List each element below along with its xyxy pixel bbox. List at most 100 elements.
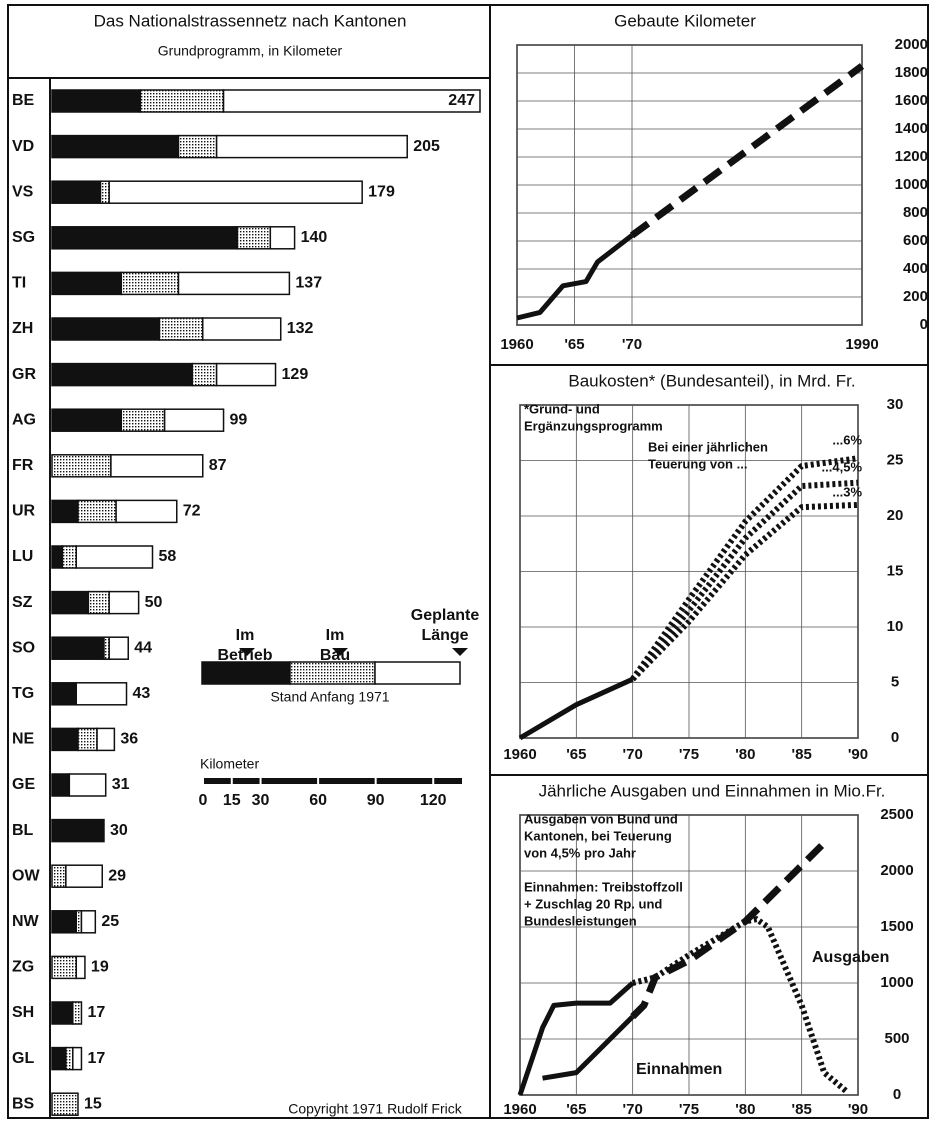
line-series (630, 501, 859, 682)
category-label: SH (12, 1004, 34, 1021)
x-tick-label: '85 (792, 746, 812, 763)
category-label: BS (12, 1095, 35, 1112)
data-label: 29 (108, 867, 126, 884)
bar-segment (77, 727, 98, 752)
category-label: SG (12, 229, 35, 246)
bar-segment (75, 910, 83, 934)
scale-tick-label: 120 (420, 792, 447, 809)
legend-label: Im Bau (320, 627, 350, 664)
bar-segment (51, 636, 105, 660)
data-label: 205 (413, 138, 440, 155)
data-label: 137 (295, 275, 322, 292)
category-label: VD (12, 138, 34, 155)
scale-tick-label: 60 (309, 792, 327, 809)
category-label: BE (12, 92, 35, 109)
bar-segment (51, 89, 142, 113)
scale-tick-label: 0 (199, 792, 208, 809)
y-tick-label: 0 (920, 316, 928, 333)
bar-segment (163, 408, 225, 432)
data-label: 99 (230, 411, 248, 428)
legend-note: Stand Anfang 1971 (270, 689, 389, 705)
x-tick-label: '70 (622, 336, 642, 353)
x-tick-label: '70 (623, 746, 643, 763)
bar-segment (110, 454, 204, 478)
category-label: NE (12, 731, 35, 748)
bar-segment (51, 226, 239, 250)
bar-segment (51, 955, 78, 980)
chart-title: Baukosten* (Bundesanteil), in Mrd. Fr. (568, 371, 855, 390)
y-tick-label: 1800 (895, 64, 928, 81)
y-tick-label: 10 (887, 618, 904, 635)
category-label: OW (12, 867, 40, 884)
y-tick-label: 0 (893, 1086, 901, 1103)
y-tick-label: 20 (887, 507, 904, 524)
bar-segment (80, 910, 97, 934)
scale-tick-label: 30 (252, 792, 270, 809)
bar-segment (236, 226, 272, 250)
y-tick-label: 0 (891, 729, 899, 746)
y-tick-label: 25 (887, 451, 904, 468)
x-tick-label: 1960 (500, 336, 533, 353)
data-label: 17 (87, 1050, 105, 1067)
data-label: 17 (87, 1004, 105, 1021)
bar-segment (51, 1046, 67, 1071)
legend-label: Geplante Länge (411, 607, 480, 644)
annotation: Kantonen, bei Teuerung (524, 828, 672, 843)
chart-title: Gebaute Kilometer (614, 11, 756, 30)
bar-segment (96, 727, 116, 752)
bar-segment (120, 271, 180, 296)
bar-segment (191, 362, 218, 387)
y-tick-label: 30 (887, 396, 904, 413)
y-tick-label: 1600 (895, 92, 928, 109)
annotation: *Grund- und (524, 401, 600, 416)
x-tick-label: '70 (623, 1101, 643, 1118)
bar-segment (51, 271, 123, 296)
line-series (630, 455, 859, 681)
category-label: GR (12, 366, 36, 383)
chart-title: Das Nationalstrassennetz nach Kantonen (94, 11, 407, 30)
line-series (542, 1014, 635, 1081)
category-label: BL (12, 822, 34, 839)
bar-segment (51, 727, 79, 752)
x-tick-label: '65 (566, 1101, 586, 1118)
category-label: LU (12, 548, 33, 565)
legend-pointer (239, 648, 255, 656)
category-label: AG (12, 411, 36, 428)
bar-segment (51, 545, 64, 569)
annotation: Ergänzungsprogramm (524, 418, 663, 433)
line-series (629, 63, 865, 239)
line-series (516, 233, 634, 321)
line-series (518, 676, 634, 741)
x-tick-label: 1960 (503, 1101, 536, 1118)
data-label: 25 (101, 913, 119, 930)
category-label: SO (12, 639, 35, 656)
line-series (517, 981, 635, 1096)
category-label: ZH (12, 320, 33, 337)
bar-segment (269, 226, 296, 250)
x-tick-label: 1960 (503, 746, 536, 763)
category-label: NW (12, 913, 40, 930)
bar-segment (68, 773, 107, 797)
bar-segment (51, 773, 71, 797)
bar-segment (215, 362, 277, 387)
data-label: 58 (159, 548, 177, 565)
y-tick-label: 200 (903, 288, 928, 305)
category-label: TI (12, 275, 26, 292)
x-tick-label: '75 (679, 746, 699, 763)
category-label: FR (12, 457, 34, 474)
data-label: 87 (209, 457, 227, 474)
bar-segment (108, 636, 129, 660)
data-label: 140 (301, 229, 328, 246)
x-tick-label: '80 (735, 1101, 755, 1118)
bar-segment (75, 955, 86, 980)
chart-subtitle: Grundprogramm, in Kilometer (158, 43, 343, 59)
y-tick-label: 2000 (880, 862, 913, 879)
y-tick-label: 1400 (895, 120, 928, 137)
annotation: von 4,5% pro Jahr (524, 845, 636, 860)
scale-bar (203, 778, 462, 784)
bar-segment (115, 499, 178, 524)
x-tick-label: '90 (848, 746, 868, 763)
bar-segment (51, 362, 194, 387)
data-label: 247 (448, 92, 475, 109)
annotation: Teuerung von ... (648, 456, 747, 471)
